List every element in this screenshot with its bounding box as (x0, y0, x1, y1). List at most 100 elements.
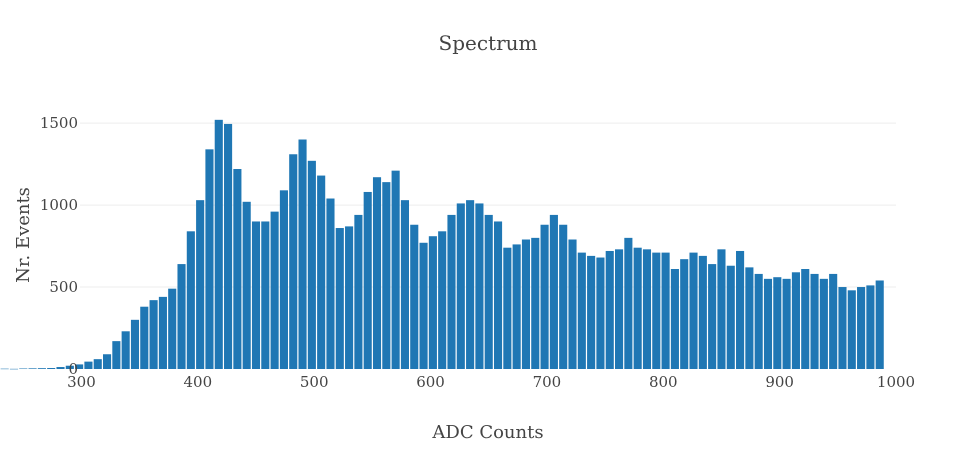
histogram-bar (354, 214, 363, 369)
histogram-bar (391, 170, 400, 369)
histogram-bar (37, 368, 46, 369)
histogram-bar (726, 265, 735, 369)
histogram-bar (214, 119, 223, 369)
histogram-bar (577, 252, 586, 369)
chart-title: Spectrum (439, 31, 538, 55)
histogram-bar (624, 237, 633, 369)
x-axis-title: ADC Counts (431, 422, 543, 443)
histogram-bar (847, 290, 856, 369)
histogram-bar (857, 287, 866, 369)
histogram-bar (84, 361, 93, 369)
y-tick-label: 500 (49, 278, 78, 296)
histogram-bar (372, 177, 382, 369)
histogram-bar (93, 359, 102, 369)
histogram-bar (224, 123, 233, 369)
x-tick-label: 300 (67, 373, 96, 391)
histogram-bar (484, 214, 493, 369)
histogram-bar (531, 237, 540, 369)
histogram-bar (317, 175, 326, 369)
histogram-bar (410, 224, 419, 369)
histogram-bar (829, 273, 838, 369)
histogram-bar (428, 236, 437, 369)
histogram-bar (298, 139, 307, 369)
histogram-bar (605, 250, 614, 369)
histogram-bar (19, 368, 28, 370)
histogram-bar (559, 224, 568, 369)
histogram-bar (326, 198, 335, 369)
x-tick-label: 700 (533, 373, 562, 391)
histogram-bar (335, 228, 344, 369)
histogram-bar (698, 255, 707, 369)
histogram-bar (866, 285, 875, 369)
histogram-bar (549, 214, 558, 369)
histogram-bar (819, 278, 828, 369)
histogram-bar (447, 214, 456, 369)
histogram-bar (56, 367, 65, 369)
histogram-bar (242, 201, 251, 369)
histogram-bar (615, 249, 624, 369)
histogram-bar (521, 239, 531, 369)
histogram-bar (875, 280, 884, 369)
histogram-bar (205, 149, 214, 369)
x-tick-label: 500 (300, 373, 329, 391)
histogram-bar (661, 252, 670, 369)
histogram-bar (168, 288, 177, 369)
histogram-bar (196, 200, 205, 369)
histogram-bar (493, 221, 503, 369)
bars-layer (0, 119, 884, 370)
histogram-bar (512, 244, 521, 369)
histogram-bar (736, 250, 745, 369)
histogram-bar (438, 231, 447, 369)
histogram-bar (717, 249, 726, 369)
x-tick-label: 600 (416, 373, 445, 391)
histogram-bar (75, 364, 84, 369)
histogram-bar (838, 287, 847, 369)
x-tick-label: 900 (765, 373, 794, 391)
histogram-bar (763, 278, 773, 369)
y-tick-label: 0 (68, 360, 78, 378)
histogram-bar (540, 224, 549, 369)
histogram-bar (112, 341, 121, 369)
histogram-bar (0, 368, 9, 370)
histogram-bar (130, 319, 140, 369)
histogram-bar (652, 252, 661, 369)
histogram-bar (689, 252, 698, 369)
histogram-bar (801, 269, 810, 369)
histogram-bar (233, 169, 242, 369)
x-tick-label: 800 (649, 373, 678, 391)
histogram-bar (149, 300, 158, 369)
histogram-bar (680, 259, 689, 369)
histogram-bar (103, 354, 112, 369)
histogram-bar (754, 273, 763, 369)
x-tick-label: 1000 (877, 373, 915, 391)
histogram-bar (466, 200, 475, 369)
y-axis-title: Nr. Events (13, 187, 34, 283)
histogram-bar (670, 269, 679, 369)
histogram-bar (47, 368, 56, 369)
histogram-bar (708, 264, 717, 369)
y-tick-label: 1000 (40, 196, 78, 214)
histogram-bar (596, 257, 605, 369)
y-tick-label: 1500 (40, 114, 78, 132)
histogram-bar (475, 203, 484, 369)
histogram-bar (810, 273, 819, 369)
histogram-bar (745, 267, 754, 369)
histogram-bar (140, 306, 149, 369)
histogram-bar (261, 221, 270, 369)
histogram-bar (633, 247, 642, 369)
x-tick-label: 400 (183, 373, 212, 391)
histogram-bar (158, 296, 167, 369)
histogram-bar (400, 200, 409, 369)
histogram-bar (307, 160, 316, 369)
histogram-bar (587, 255, 596, 369)
histogram-bar (28, 368, 37, 369)
histogram-bar (121, 331, 130, 369)
histogram-bar (791, 272, 800, 369)
histogram-bar (642, 249, 652, 369)
histogram-bar (186, 231, 195, 369)
histogram-bar (65, 365, 74, 369)
histogram-bar (251, 221, 261, 369)
histogram-bar (782, 278, 791, 369)
